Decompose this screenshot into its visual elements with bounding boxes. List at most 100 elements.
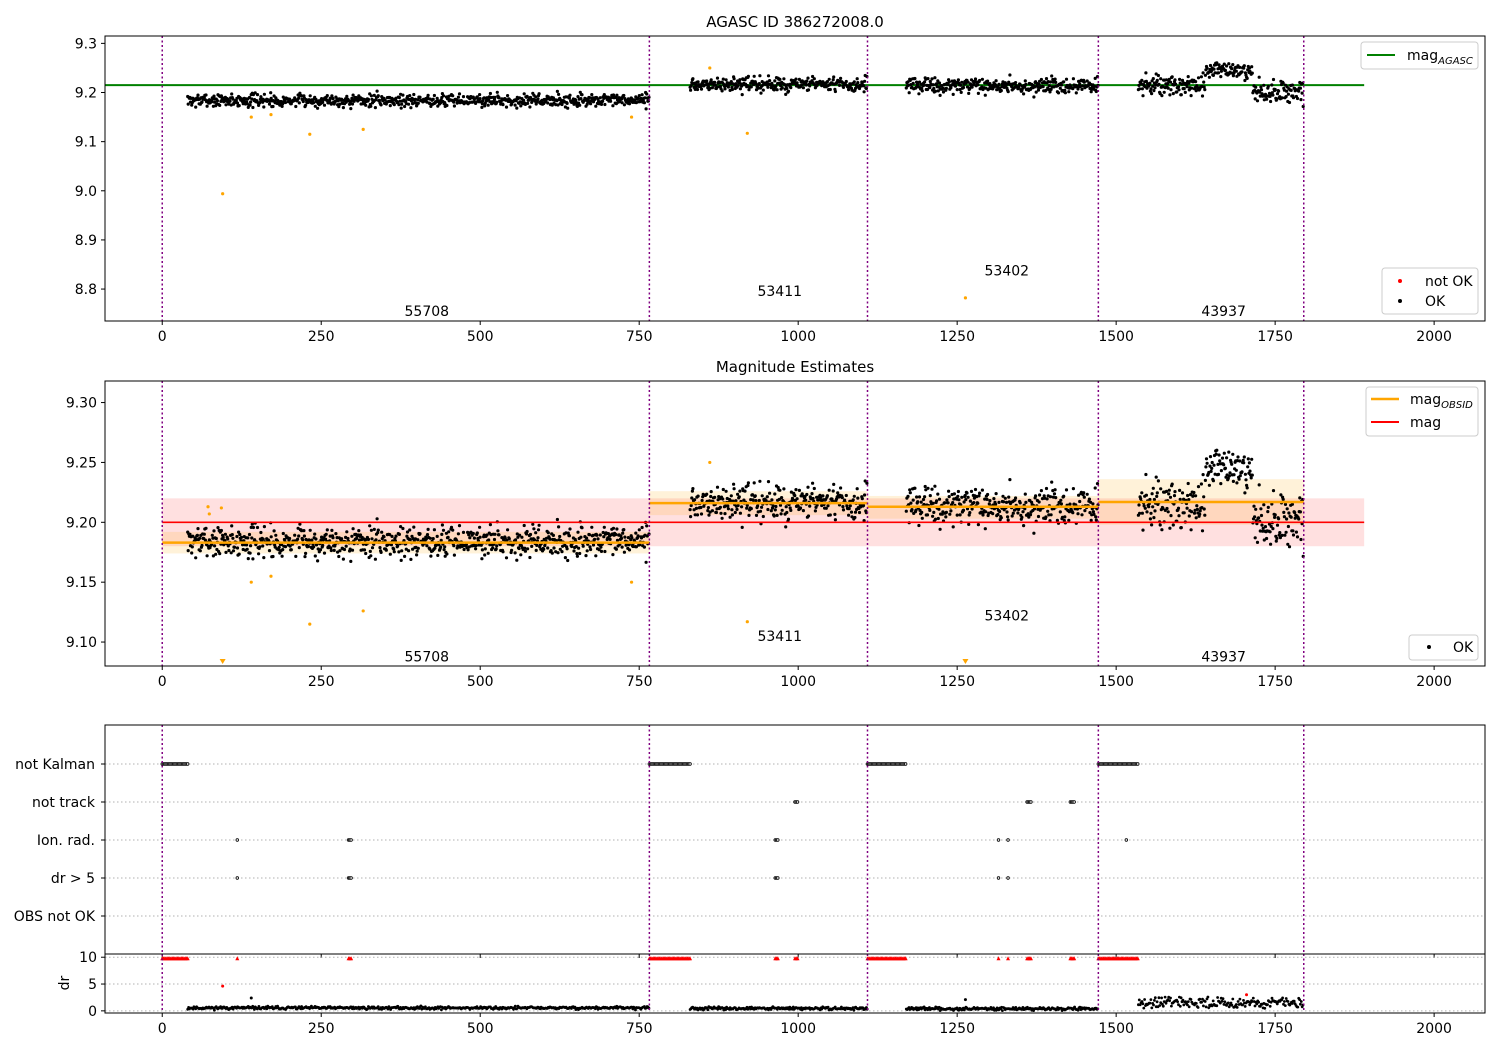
ok-point (1273, 87, 1277, 92)
outlier-point (745, 131, 749, 135)
ok-point (824, 506, 828, 510)
ok-point (1286, 542, 1290, 546)
ok-point (1048, 519, 1052, 523)
ok-point (761, 514, 765, 519)
agasc-ytick-label: 9.0 (75, 184, 97, 200)
ok-point (329, 548, 333, 553)
ok-point (364, 551, 368, 556)
ok-point (980, 77, 985, 81)
ok-point (300, 94, 304, 98)
ok-point (247, 95, 252, 100)
ok-point (1020, 88, 1024, 93)
ok-point (449, 525, 454, 529)
ok-point (908, 491, 912, 495)
ok-point (1298, 510, 1302, 514)
ok-point (1042, 494, 1046, 498)
ok-point (1215, 61, 1219, 65)
ok-point (730, 508, 734, 512)
ok-point (782, 487, 786, 491)
ok-point (706, 509, 710, 513)
ok-point (611, 104, 615, 108)
dr-point (1177, 1003, 1180, 1007)
ok-point (468, 536, 472, 540)
ok-point (228, 99, 232, 103)
ok-point (1182, 87, 1186, 91)
ok-point (968, 510, 972, 515)
dr-point (1243, 1005, 1247, 1008)
dr-point (1299, 1000, 1303, 1003)
ok-point (190, 551, 194, 555)
ok-point (749, 85, 753, 89)
ok-point (794, 488, 798, 492)
ok-point (280, 554, 284, 558)
ok-point (766, 480, 771, 484)
ok-point (1240, 70, 1244, 74)
ok-point (831, 78, 835, 82)
ok-point (1269, 542, 1273, 546)
ok-point (210, 533, 214, 537)
ok-point (1279, 493, 1283, 497)
ok-point (699, 505, 703, 510)
magnitude-xtick-label: 500 (467, 674, 494, 690)
ok-point (833, 89, 838, 94)
ok-point (376, 528, 380, 532)
ok-point (1285, 507, 1289, 511)
ok-point (1156, 73, 1160, 78)
ok-point (1190, 510, 1194, 514)
ok-point (195, 533, 199, 538)
ok-point (699, 84, 703, 88)
ok-point (836, 491, 840, 495)
ok-point (977, 494, 981, 498)
ok-point (1137, 83, 1141, 87)
ok-point (301, 99, 305, 104)
ok-point (779, 512, 783, 516)
ok-point (715, 76, 720, 80)
ok-point (1138, 511, 1142, 515)
ok-point (1189, 94, 1193, 98)
ok-point (852, 494, 856, 498)
ok-point (761, 88, 765, 92)
ok-point (574, 545, 578, 549)
ok-point (200, 543, 204, 548)
agasc-ytick-label: 9.2 (75, 86, 97, 102)
ok-point (325, 98, 329, 102)
ok-point (708, 510, 712, 514)
obsid-label: 53402 (985, 609, 1030, 625)
ok-point (806, 88, 811, 92)
ok-point (1149, 87, 1153, 91)
ok-point (1038, 493, 1042, 497)
ok-point (288, 544, 292, 548)
ok-point (525, 529, 529, 534)
flag-point (1136, 762, 1140, 766)
ok-point (920, 89, 924, 93)
ok-point (808, 84, 812, 88)
ok-point (938, 93, 942, 97)
ok-point (373, 557, 377, 561)
ok-point (1083, 509, 1087, 513)
ok-point (1180, 491, 1185, 495)
ok-point (765, 80, 769, 84)
ok-point (537, 92, 541, 96)
ok-point (801, 509, 806, 513)
ok-point (776, 485, 780, 490)
ok-point (700, 498, 704, 503)
ok-point (1215, 448, 1219, 452)
agasc-legend-notok-label: not OK (1425, 274, 1473, 290)
dr-point (1257, 1000, 1260, 1004)
ok-point (271, 104, 275, 109)
ok-point (400, 102, 404, 106)
ok-point (1093, 486, 1097, 490)
ok-point (257, 552, 261, 556)
ok-point (1282, 510, 1286, 514)
ok-point (695, 87, 700, 92)
ok-point (304, 551, 308, 556)
ok-point (766, 507, 770, 512)
ok-point (778, 488, 782, 492)
ok-point (1149, 511, 1153, 515)
ok-point (772, 514, 776, 518)
ok-point (1071, 87, 1075, 91)
ok-point (297, 546, 301, 550)
flag-point (1124, 838, 1129, 842)
ok-point (959, 83, 963, 87)
ok-point (1203, 478, 1207, 482)
